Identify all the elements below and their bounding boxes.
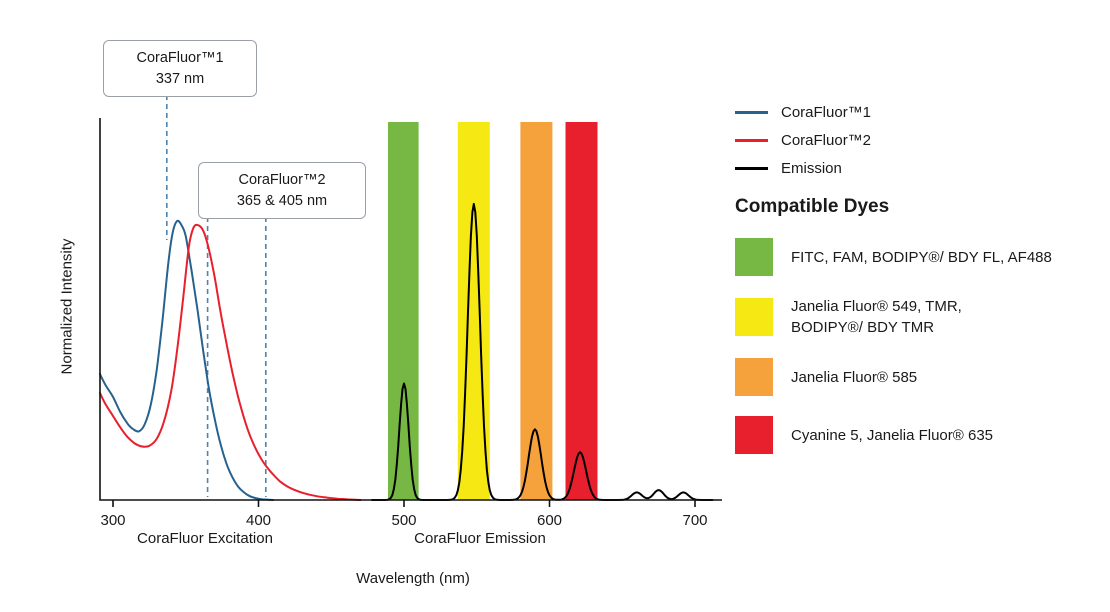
legend-line-swatch [735, 111, 768, 114]
x-tick-label-500: 500 [391, 512, 416, 529]
x-tick-label-300: 300 [100, 512, 125, 529]
compatible-dyes-panel: Compatible Dyes FITC, FAM, BODIPY®/ BDY … [735, 196, 1105, 454]
plot-axes [99, 118, 722, 501]
x-axis-label: Wavelength (nm) [356, 570, 470, 587]
callout-corafluor2: CoraFluor™2 365 & 405 nm [198, 162, 366, 220]
legend-item-1: CoraFluor™2 [735, 132, 871, 149]
dye-item-3: Cyanine 5, Janelia Fluor® 635 [735, 416, 1105, 454]
callout-corafluor2-wavelength: 365 & 405 nm [236, 192, 328, 209]
legend-label: CoraFluor™1 [781, 104, 872, 121]
dye-color-swatch [735, 238, 773, 276]
dye-label: Janelia Fluor® 585 [791, 368, 918, 386]
x-tick-label-600: 600 [537, 512, 562, 529]
dye-item-0: FITC, FAM, BODIPY®/ BDY FL, AF488 [735, 238, 1105, 276]
curve-excitation-0 [98, 219, 275, 501]
x-tick-label-700: 700 [682, 512, 707, 529]
legend-item-2: Emission [735, 160, 871, 177]
legend-label: CoraFluor™2 [781, 132, 872, 149]
callout-corafluor1-wavelength: 337 nm [155, 70, 205, 87]
callout-corafluor1-title: CoraFluor™1 [136, 50, 224, 66]
filter-band-orange [520, 122, 553, 500]
x-tick-label-400: 400 [246, 512, 271, 529]
dye-label: Janelia Fluor® 549, TMR, BODIPY®/ BDY TM… [791, 298, 962, 336]
dye-color-swatch [735, 416, 773, 454]
y-axis-label: Normalized Intensity [58, 238, 76, 375]
dye-label: Cyanine 5, Janelia Fluor® 635 [791, 426, 994, 444]
legend-item-0: CoraFluor™1 [735, 104, 871, 121]
chart-legend: CoraFluor™1 CoraFluor™2 Emission [735, 104, 871, 177]
dye-label: FITC, FAM, BODIPY®/ BDY FL, AF488 [791, 248, 1052, 266]
callout-corafluor2-title: CoraFluor™2 [238, 172, 326, 188]
dye-color-swatch [735, 298, 773, 336]
callout-corafluor1: CoraFluor™1 337 nm [103, 40, 257, 98]
filter-band-red [565, 122, 598, 500]
filter-band-green [388, 122, 419, 500]
excitation-axis-caption: CoraFluor Excitation [137, 530, 273, 547]
curve-excitation-1 [98, 223, 362, 501]
compatible-dyes-heading: Compatible Dyes [735, 196, 890, 217]
dye-color-swatch [735, 358, 773, 396]
legend-line-swatch [735, 139, 768, 142]
spectra-chart: 300 400 500 600 700 [98, 86, 722, 529]
legend-line-swatch [735, 167, 768, 170]
compatible-dyes-list: FITC, FAM, BODIPY®/ BDY FL, AF488 Janelia… [735, 238, 1105, 454]
emission-axis-caption: CoraFluor Emission [414, 530, 546, 547]
dye-item-2: Janelia Fluor® 585 [735, 358, 1105, 396]
legend-label: Emission [781, 160, 842, 177]
dye-item-1: Janelia Fluor® 549, TMR, BODIPY®/ BDY TM… [735, 296, 1105, 338]
